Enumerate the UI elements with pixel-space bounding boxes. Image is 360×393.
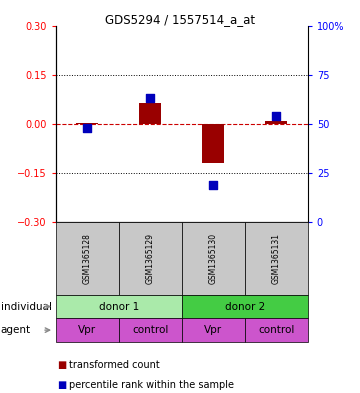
Text: individual: individual: [1, 301, 52, 312]
Text: GSM1365131: GSM1365131: [272, 233, 281, 284]
Text: donor 1: donor 1: [99, 301, 139, 312]
Point: [274, 113, 279, 119]
Text: control: control: [258, 325, 294, 335]
Point: [148, 95, 153, 101]
Text: transformed count: transformed count: [69, 360, 160, 369]
Text: control: control: [132, 325, 168, 335]
Bar: [76, 123, 98, 124]
Text: agent: agent: [1, 325, 31, 335]
Text: GSM1365128: GSM1365128: [83, 233, 92, 284]
Point: [84, 125, 90, 131]
Text: GSM1365130: GSM1365130: [209, 233, 218, 284]
Bar: [139, 103, 161, 124]
Text: ■: ■: [58, 380, 67, 390]
Text: percentile rank within the sample: percentile rank within the sample: [69, 380, 234, 390]
Text: GDS5294 / 1557514_a_at: GDS5294 / 1557514_a_at: [105, 13, 255, 26]
Text: donor 2: donor 2: [225, 301, 265, 312]
Bar: [202, 124, 224, 163]
Text: GSM1365129: GSM1365129: [146, 233, 155, 284]
Point: [210, 182, 216, 188]
Text: ■: ■: [58, 360, 67, 369]
Text: Vpr: Vpr: [78, 325, 96, 335]
Text: Vpr: Vpr: [204, 325, 222, 335]
Bar: [265, 121, 287, 124]
